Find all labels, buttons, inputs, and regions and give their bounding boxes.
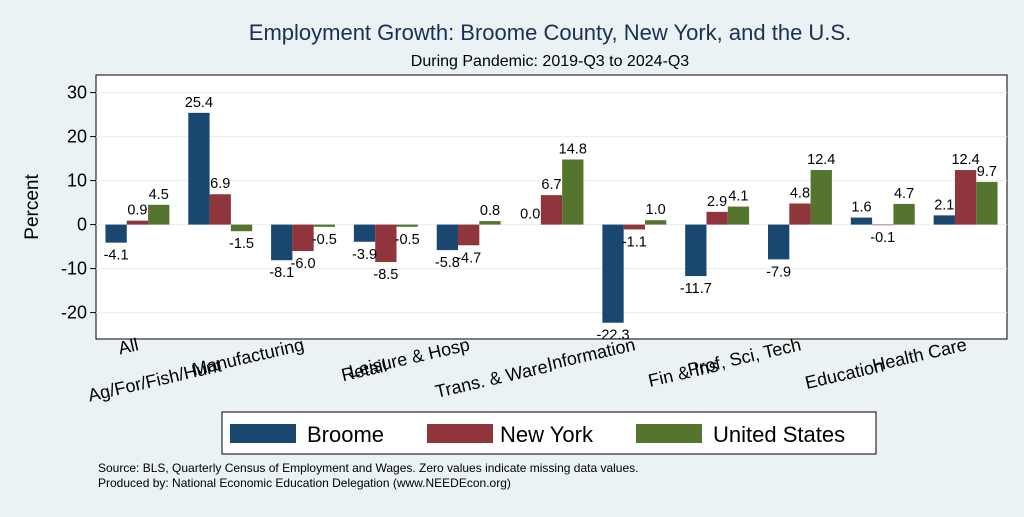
data-label-5-0: 0.0 xyxy=(520,207,540,223)
y-tick-label-2: 10 xyxy=(67,171,87,191)
data-label-4-0: -5.8 xyxy=(435,255,460,271)
data-label-5-1: 6.7 xyxy=(541,177,561,193)
data-label-1-1: 6.9 xyxy=(210,176,230,192)
bar-4-2 xyxy=(479,221,501,225)
produced-by-note: Produced by: National Economic Education… xyxy=(98,476,511,490)
bar-10-2 xyxy=(976,181,998,225)
bar-6-1 xyxy=(623,224,645,230)
data-label-2-0: -8.1 xyxy=(269,265,294,281)
data-label-3-1: -8.5 xyxy=(373,267,398,283)
data-label-1-2: -1.5 xyxy=(229,236,254,252)
y-tick-label-0: 30 xyxy=(67,83,87,103)
y-axis-label: Percent xyxy=(22,174,43,240)
data-label-7-0: -11.7 xyxy=(680,281,712,297)
legend-swatch-0 xyxy=(230,424,296,443)
data-label-6-2: 1.0 xyxy=(646,202,666,218)
legend-swatch-1 xyxy=(427,424,493,443)
bar-5-2 xyxy=(562,159,584,225)
y-tick-label-3: 0 xyxy=(77,215,87,235)
data-label-10-2: 9.7 xyxy=(977,164,997,180)
data-label-4-1: -4.7 xyxy=(456,250,481,266)
chart-subtitle: During Pandemic: 2019-Q3 to 2024-Q3 xyxy=(411,53,689,70)
y-axis: 30 20 10 0 -10 -20 xyxy=(61,83,96,323)
bar-1-1 xyxy=(209,194,231,225)
data-label-7-1: 2.9 xyxy=(707,194,727,210)
legend: Broome New York United States xyxy=(230,422,845,447)
data-label-4-2: 0.8 xyxy=(480,203,500,219)
bar-0-0 xyxy=(105,224,127,243)
gridlines xyxy=(96,92,1007,314)
bar-10-0 xyxy=(933,215,955,225)
data-label-10-0: 2.1 xyxy=(934,197,954,213)
bar-0-1 xyxy=(126,220,149,225)
bar-9-2 xyxy=(893,203,915,225)
bar-4-0 xyxy=(436,224,459,251)
bar-3-2 xyxy=(396,224,418,227)
bar-0-2 xyxy=(148,204,170,225)
bar-1-0 xyxy=(188,112,210,225)
data-label-1-0: 25.4 xyxy=(185,95,213,111)
y-tick-label-4: -10 xyxy=(61,259,87,279)
data-label-0-0: -4.1 xyxy=(104,248,129,264)
legend-label-0: Broome xyxy=(307,422,384,447)
bar-9-0 xyxy=(850,217,873,225)
bar-5-1 xyxy=(540,195,563,225)
data-label-8-0: -7.9 xyxy=(766,264,791,280)
data-label-9-0: 1.6 xyxy=(851,200,871,216)
data-label-9-1: -0.1 xyxy=(870,230,895,246)
data-label-10-1: 12.4 xyxy=(951,152,979,168)
bar-4-1 xyxy=(458,224,480,246)
data-label-2-2: -0.5 xyxy=(312,232,337,248)
data-label-6-1: -1.1 xyxy=(622,234,647,250)
legend-swatch-2 xyxy=(636,424,702,443)
data-label-7-2: 4.1 xyxy=(728,189,748,205)
bar-8-1 xyxy=(789,203,811,225)
bar-9-1 xyxy=(872,224,894,226)
data-label-8-1: 4.8 xyxy=(790,185,810,201)
bar-7-2 xyxy=(727,206,750,225)
data-labels: -4.1 0.94.5 25.4 6.9 -1.5 -8.1-6.0 -0.5 -3.9 -8.… xyxy=(104,95,997,344)
bar-10-1 xyxy=(954,170,977,225)
source-note: Source: BLS, Quarterly Census of Employm… xyxy=(98,461,638,475)
data-label-2-1: -6.0 xyxy=(291,256,316,272)
chart-title: Employment Growth: Broome County, New Yo… xyxy=(249,20,851,45)
bar-7-0 xyxy=(685,224,707,277)
data-label-9-2: 4.7 xyxy=(894,186,914,202)
y-tick-label-5: -20 xyxy=(61,303,87,323)
data-label-6-0: -22.3 xyxy=(596,328,629,344)
legend-label-1: New York xyxy=(500,422,594,447)
data-label-0-1: 0.9 xyxy=(127,203,147,219)
bar-6-2 xyxy=(644,220,667,225)
bar-3-0 xyxy=(353,224,376,242)
bar-6-0 xyxy=(602,224,624,323)
bar-2-1 xyxy=(292,224,314,251)
bar-8-0 xyxy=(768,224,790,260)
bar-2-0 xyxy=(271,224,293,261)
data-label-5-2: 14.8 xyxy=(559,141,587,157)
data-label-3-0: -3.9 xyxy=(352,247,377,263)
y-tick-label-1: 20 xyxy=(67,127,87,147)
bar-2-2 xyxy=(313,224,335,227)
bar-3-1 xyxy=(375,224,397,262)
bar-8-2 xyxy=(810,170,832,225)
data-label-8-2: 12.4 xyxy=(807,152,835,168)
data-label-0-2: 4.5 xyxy=(149,187,169,203)
data-label-3-2: -0.5 xyxy=(395,232,420,248)
legend-label-2: United States xyxy=(713,422,845,447)
legend-box xyxy=(221,411,877,455)
bar-7-1 xyxy=(706,211,728,225)
x-tick-label-0: All xyxy=(116,334,140,358)
bars xyxy=(105,112,998,323)
bar-1-2 xyxy=(230,224,253,232)
